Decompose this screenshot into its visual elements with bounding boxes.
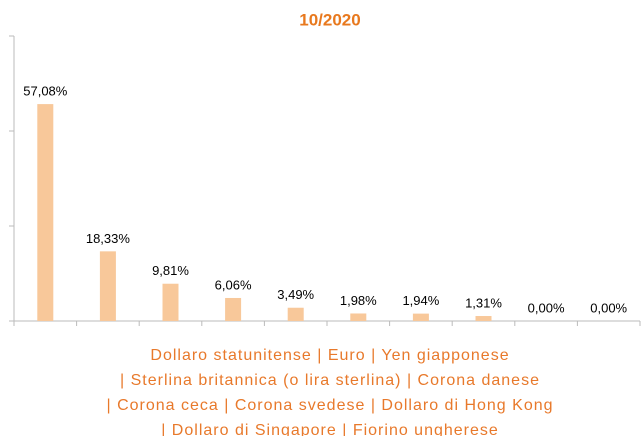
data-label: 0,00%: [590, 300, 627, 315]
data-label: 1,94%: [402, 293, 439, 308]
bar: [162, 283, 179, 321]
x-axis-label: | Dollaro di Singapore | Fiorino unghere…: [161, 422, 499, 436]
data-label: 9,81%: [152, 263, 189, 278]
data-label: 3,49%: [277, 287, 314, 302]
data-label: 57,08%: [23, 84, 68, 99]
data-label: 18,33%: [86, 231, 131, 246]
bar: [350, 313, 367, 321]
x-axis-label: | Corona ceca | Corona svedese | Dollaro…: [106, 397, 553, 414]
data-label: 1,31%: [465, 295, 502, 310]
bar: [475, 316, 492, 321]
bar: [37, 104, 54, 321]
bar: [412, 313, 429, 321]
x-axis-label: Dollaro statunitense | Euro | Yen giappo…: [150, 347, 509, 364]
chart-title: 10/2020: [299, 10, 360, 29]
data-label: 0,00%: [528, 300, 565, 315]
bar: [287, 307, 304, 321]
bar: [99, 251, 116, 321]
bar: [225, 297, 242, 321]
data-label: 1,98%: [340, 293, 377, 308]
data-label: 6,06%: [215, 277, 252, 292]
x-axis-label: | Sterlina britannica (o lira sterlina) …: [120, 372, 540, 389]
